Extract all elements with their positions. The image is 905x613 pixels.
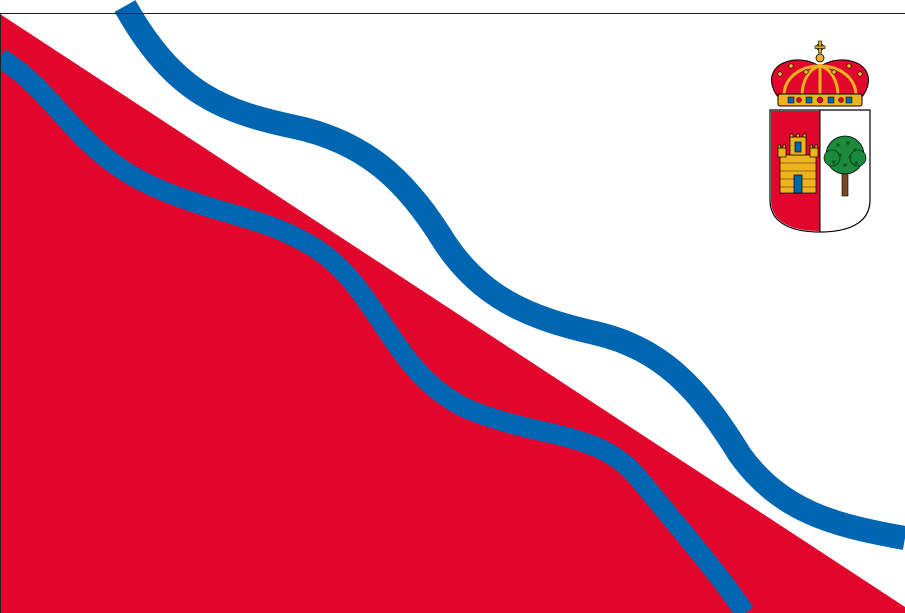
- wavy-blue-stripe-upper: [114, 0, 905, 550]
- wavy-blue-stripe-lower: [0, 49, 754, 613]
- castle-icon: [777, 133, 819, 194]
- red-diagonal-field: [0, 14, 905, 613]
- tree-icon: [823, 135, 867, 197]
- coat-of-arms: [769, 40, 871, 233]
- royal-crown-icon: [771, 40, 869, 107]
